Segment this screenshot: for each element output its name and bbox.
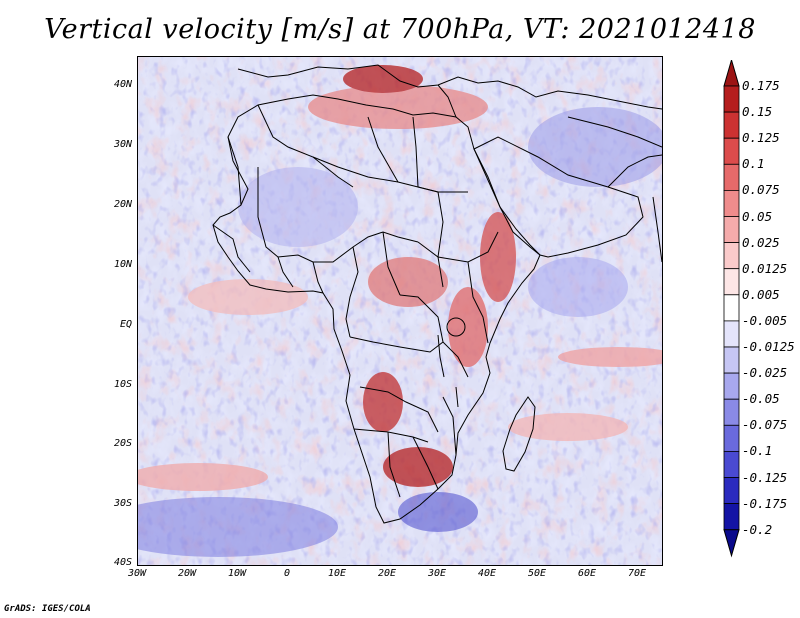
colorbar-label: 0.125 — [742, 130, 780, 146]
colorbar-label: 0.175 — [742, 78, 780, 93]
colorbar-segment — [723, 85, 740, 113]
map-title: Vertical velocity [m/s] at 700hPa, VT: 2… — [44, 14, 756, 45]
lat-label-20n: 20N — [113, 199, 132, 210]
lon-label-0: 0 — [283, 568, 291, 579]
colorbar-label: 0.075 — [742, 182, 780, 198]
border-nigeria-west — [312, 261, 324, 294]
colorbar-label: -0.1 — [742, 443, 773, 459]
lon-label-50e: 50E — [527, 568, 547, 579]
border-car — [382, 231, 401, 296]
lon-label-10w: 10W — [227, 568, 247, 579]
colorbar-segment — [723, 294, 740, 322]
aegean-coastline — [437, 84, 457, 118]
colorbar-label: -0.125 — [742, 469, 788, 485]
colorbar-label: 0.1 — [742, 156, 765, 172]
lake-tanganyika — [437, 334, 445, 378]
colorbar-segment — [723, 450, 740, 478]
colorbar-segment — [723, 424, 740, 452]
colorbar-label: 0.15 — [742, 104, 773, 120]
border-libya-egypt — [412, 116, 468, 193]
europe-coastline — [237, 64, 662, 110]
colorbar-label: 0.05 — [742, 208, 773, 224]
lon-label-20e: 20E — [377, 568, 397, 579]
border-zambia — [359, 386, 439, 433]
border-morocco — [227, 136, 242, 206]
border-kenya — [467, 261, 489, 344]
lat-label-10s: 10S — [113, 379, 132, 390]
border-chad-sudan — [437, 191, 444, 288]
lake-victoria — [446, 317, 466, 337]
colorbar-label: -0.05 — [742, 391, 780, 407]
colorbar-label: -0.175 — [742, 495, 788, 511]
india-coastline — [652, 196, 662, 263]
colorbar-segment — [723, 216, 740, 244]
border-sahel — [257, 167, 419, 263]
colorbar-label: 0.0125 — [742, 260, 788, 276]
lon-label-30w: 30W — [127, 568, 147, 579]
colorbar-label: -0.0125 — [742, 339, 795, 354]
credit-text: GrADS: IGES/COLA — [4, 604, 91, 614]
colorbar-segment — [723, 163, 740, 191]
coastlines-and-borders — [212, 64, 662, 524]
arabia-coastline — [473, 136, 644, 258]
border-drc-east — [399, 294, 444, 343]
colorbar-segment — [723, 477, 740, 505]
gulf-coastline — [607, 154, 662, 188]
vertical-velocity-field — [138, 57, 662, 565]
colorbar-label: -0.075 — [742, 417, 788, 433]
border-botswana — [353, 428, 429, 443]
colorbar-segment — [723, 346, 740, 374]
descent-patches — [138, 107, 662, 557]
colorbar-top-triangle — [723, 60, 740, 87]
lon-label-20w: 20W — [177, 568, 197, 579]
colorbar-segment — [723, 320, 740, 348]
colorbar-segment — [723, 137, 740, 165]
lon-label-30e: 30E — [427, 568, 447, 579]
lon-label-40e: 40E — [477, 568, 497, 579]
colorbar-bottom-triangle — [723, 529, 740, 558]
caspian-region-border — [567, 116, 662, 148]
lon-label-10e: 10E — [327, 568, 347, 579]
colorbar-label: -0.005 — [742, 312, 788, 328]
lat-label-10n: 10N — [113, 259, 132, 270]
border-libya-west — [367, 116, 399, 183]
lon-label-70e: 70E — [627, 568, 647, 579]
colorbar-segment — [723, 503, 740, 531]
colorbar-label: 0.025 — [742, 234, 780, 250]
border-west-africa — [212, 224, 251, 273]
colorbar-segment — [723, 268, 740, 296]
border-namibia-east — [387, 431, 401, 498]
lat-label-eq: EQ — [119, 319, 132, 330]
colorbar-segment — [723, 189, 740, 217]
border-ghana — [277, 256, 294, 288]
lat-label-30s: 30S — [113, 498, 132, 509]
colorbar-segment — [723, 242, 740, 270]
lat-label-30n: 30N — [113, 139, 132, 150]
colorbar-label: -0.025 — [742, 365, 788, 381]
lat-label-40s: 40S — [113, 557, 132, 568]
border-congo-south — [349, 336, 469, 378]
lat-label-20s: 20S — [113, 438, 132, 449]
lon-label-60e: 60E — [577, 568, 597, 579]
africa-coastline — [212, 94, 541, 524]
border-cameroon — [345, 246, 359, 338]
colorbar-segment — [723, 111, 740, 139]
lake-malawi — [455, 386, 459, 408]
colorbar-segment — [723, 372, 740, 400]
colorbar-label: -0.2 — [742, 521, 773, 537]
lat-label-40n: 40N — [113, 79, 132, 90]
colorbar-label: 0.005 — [742, 286, 780, 302]
border-south-africa — [412, 436, 439, 490]
colorbar — [723, 60, 740, 558]
map-panel — [137, 56, 663, 566]
border-mozambique — [442, 396, 457, 456]
colorbar-segment — [723, 398, 740, 426]
madagascar-coastline — [502, 396, 536, 472]
border-algeria-north — [257, 104, 354, 188]
